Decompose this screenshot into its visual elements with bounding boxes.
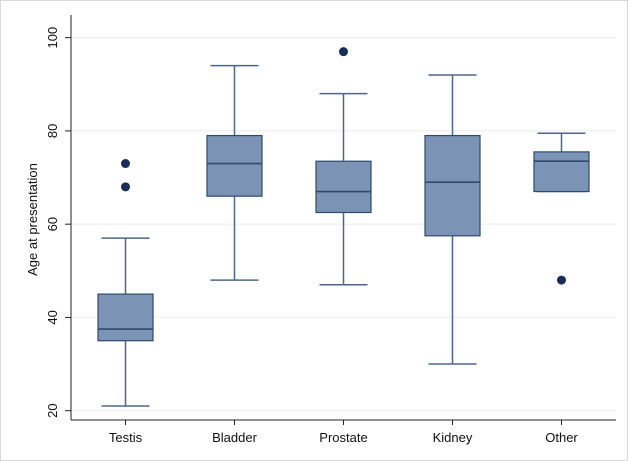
outlier-point-testis-0 (121, 159, 130, 169)
y-tick-label-80: 80 (45, 124, 60, 138)
box-kidney (424, 134, 481, 237)
box-group-testis (97, 159, 154, 407)
y-axis-title: Age at presentation (25, 163, 40, 276)
x-tick-label-bladder: Bladder (212, 430, 257, 445)
box-prostate (315, 160, 372, 214)
y-tick-label-60: 60 (45, 217, 60, 231)
y-tick-label-100: 100 (45, 27, 60, 49)
y-tick-label-20: 20 (45, 403, 60, 417)
box-testis (97, 293, 154, 342)
box-group-kidney (424, 74, 481, 365)
box-other (533, 151, 590, 193)
boxes (97, 47, 590, 407)
x-tick-label-testis: Testis (109, 430, 143, 445)
box-group-prostate (315, 47, 372, 286)
outlier-point-prostate-0 (339, 47, 348, 57)
x-tick-label-prostate: Prostate (319, 430, 367, 445)
y-ticks: 20 40 60 80 100 (45, 27, 71, 418)
outlier-point-other-0 (557, 275, 566, 285)
box-group-bladder (206, 64, 263, 281)
y-tick-label-40: 40 (45, 310, 60, 324)
x-tick-labels: Testis Bladder Prostate Kidney Other (109, 420, 578, 445)
x-tick-label-other: Other (545, 430, 578, 445)
box-bladder (206, 134, 263, 197)
outlier-point-testis-1 (121, 182, 130, 192)
x-tick-label-kidney: Kidney (433, 430, 473, 445)
box-group-other (533, 132, 590, 285)
